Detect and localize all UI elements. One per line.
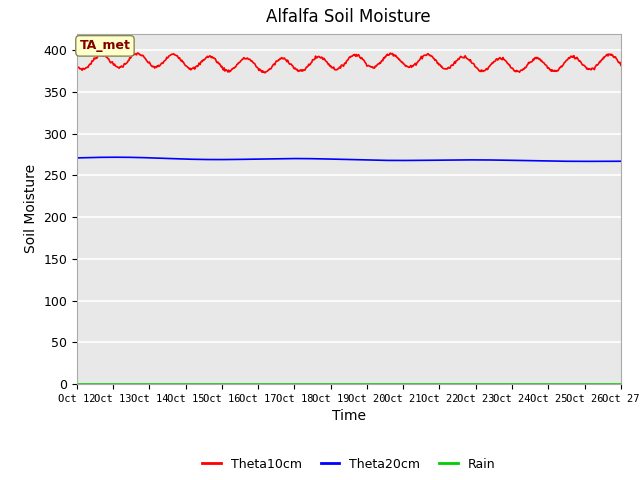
Legend: Theta10cm, Theta20cm, Rain: Theta10cm, Theta20cm, Rain (197, 453, 500, 476)
X-axis label: Time: Time (332, 409, 366, 423)
Theta10cm (261, 70, 269, 76)
Theta10cm (395, 57, 403, 62)
Theta20cm (193, 156, 201, 162)
Theta10cm (568, 53, 576, 59)
Rain (394, 381, 401, 386)
Rain (340, 381, 348, 386)
Rain (567, 381, 575, 386)
Rain (73, 381, 81, 386)
Theta10cm (73, 62, 81, 68)
Y-axis label: Soil Moisture: Soil Moisture (24, 164, 38, 253)
Theta20cm (568, 158, 575, 164)
Theta20cm (584, 158, 591, 164)
Theta20cm (73, 155, 81, 161)
Text: TA_met: TA_met (79, 39, 131, 52)
Line: Theta20cm: Theta20cm (77, 157, 621, 161)
Theta20cm (617, 158, 625, 164)
Theta20cm (394, 157, 402, 163)
Line: Theta10cm: Theta10cm (77, 53, 621, 73)
Theta20cm (341, 156, 349, 162)
Theta20cm (448, 157, 456, 163)
Theta10cm (449, 62, 456, 68)
Theta10cm (617, 62, 625, 68)
Rain (617, 381, 625, 386)
Title: Alfalfa Soil Moisture: Alfalfa Soil Moisture (266, 9, 431, 26)
Theta10cm (342, 60, 349, 66)
Theta10cm (193, 63, 201, 69)
Theta10cm (216, 62, 224, 68)
Theta10cm (134, 50, 142, 56)
Rain (447, 381, 454, 386)
Rain (193, 381, 200, 386)
Rain (216, 381, 223, 386)
Theta20cm (216, 156, 224, 162)
Theta20cm (111, 155, 119, 160)
